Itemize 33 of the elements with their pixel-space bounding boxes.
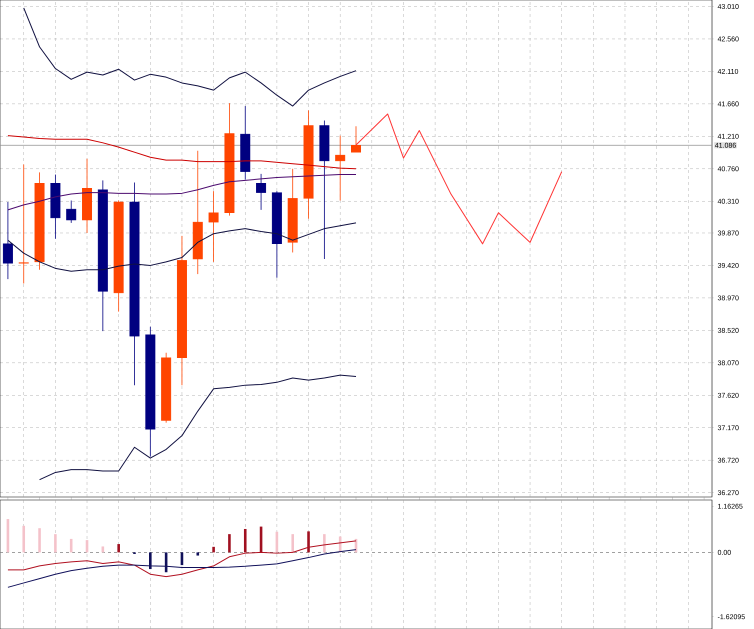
candlestick <box>335 135 346 201</box>
bar <box>307 531 310 552</box>
bar <box>276 532 278 552</box>
bar <box>164 552 168 572</box>
line-series <box>7 174 357 210</box>
candlestick <box>18 164 29 284</box>
bar <box>180 552 184 566</box>
line-series <box>23 7 357 107</box>
bar <box>117 544 120 552</box>
bar <box>212 546 215 552</box>
bar <box>6 519 10 552</box>
bar <box>86 540 88 552</box>
candlestick <box>2 202 13 280</box>
bar <box>196 552 200 556</box>
bar <box>70 538 73 552</box>
candlestick <box>66 200 76 224</box>
line-series <box>39 374 357 480</box>
line-series <box>7 222 357 272</box>
bar <box>323 534 326 552</box>
line-series <box>7 540 357 578</box>
bar <box>38 528 41 552</box>
bar <box>228 534 231 552</box>
bar <box>102 546 104 552</box>
bar <box>54 534 57 552</box>
bar <box>260 526 262 552</box>
candlestick <box>208 190 219 262</box>
bar <box>291 534 294 552</box>
candlestick <box>351 126 361 153</box>
candlestick <box>256 173 266 210</box>
bar <box>244 528 247 552</box>
bar <box>354 538 358 552</box>
bar <box>22 526 26 552</box>
bar <box>149 552 152 570</box>
